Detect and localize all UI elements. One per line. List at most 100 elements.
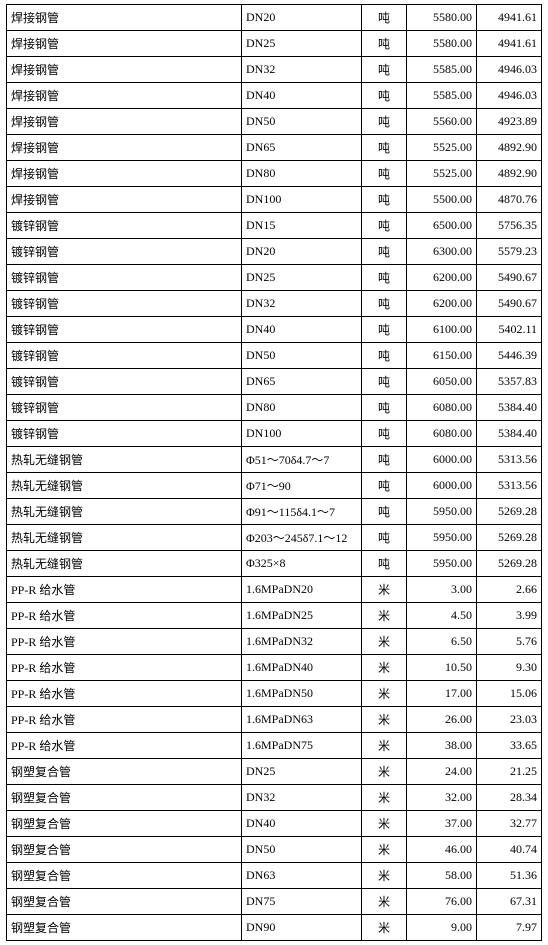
- cell-unit: 吨: [362, 447, 407, 473]
- cell-price1: 5525.00: [407, 135, 477, 161]
- cell-name: PP-R 给水管: [7, 733, 242, 759]
- table-row: 钢塑复合管DN50米46.0040.74: [7, 837, 542, 863]
- cell-name: PP-R 给水管: [7, 629, 242, 655]
- cell-price2: 40.74: [477, 837, 542, 863]
- cell-spec: DN100: [242, 421, 362, 447]
- cell-unit: 米: [362, 603, 407, 629]
- cell-spec: DN50: [242, 109, 362, 135]
- cell-price1: 38.00: [407, 733, 477, 759]
- cell-price1: 46.00: [407, 837, 477, 863]
- cell-price2: 21.25: [477, 759, 542, 785]
- cell-price1: 6100.00: [407, 317, 477, 343]
- cell-unit: 米: [362, 655, 407, 681]
- cell-spec: DN40: [242, 317, 362, 343]
- cell-spec: DN20: [242, 239, 362, 265]
- cell-unit: 米: [362, 733, 407, 759]
- cell-spec: 1.6MPaDN50: [242, 681, 362, 707]
- cell-spec: DN100: [242, 187, 362, 213]
- cell-price2: 5.76: [477, 629, 542, 655]
- cell-price1: 6080.00: [407, 421, 477, 447]
- cell-unit: 吨: [362, 395, 407, 421]
- cell-price1: 26.00: [407, 707, 477, 733]
- table-row: 钢塑复合管DN75米76.0067.31: [7, 889, 542, 915]
- cell-spec: 1.6MPaDN20: [242, 577, 362, 603]
- cell-name: 镀锌钢管: [7, 265, 242, 291]
- cell-price2: 51.36: [477, 863, 542, 889]
- cell-name: 镀锌钢管: [7, 213, 242, 239]
- cell-price1: 5585.00: [407, 83, 477, 109]
- price-table-body: 焊接钢管DN20吨5580.004941.61焊接钢管DN25吨5580.004…: [7, 5, 542, 941]
- cell-unit: 吨: [362, 5, 407, 31]
- table-row: PP-R 给水管1.6MPaDN75米38.0033.65: [7, 733, 542, 759]
- cell-name: 热轧无缝钢管: [7, 473, 242, 499]
- cell-price2: 5269.28: [477, 499, 542, 525]
- cell-unit: 米: [362, 785, 407, 811]
- cell-unit: 吨: [362, 83, 407, 109]
- price-table: 焊接钢管DN20吨5580.004941.61焊接钢管DN25吨5580.004…: [6, 4, 542, 941]
- cell-price1: 5950.00: [407, 525, 477, 551]
- cell-name: 焊接钢管: [7, 161, 242, 187]
- cell-price2: 5579.23: [477, 239, 542, 265]
- table-row: 热轧无缝钢管Φ51～70δ4.7～7吨6000.005313.56: [7, 447, 542, 473]
- cell-spec: DN50: [242, 837, 362, 863]
- cell-name: 热轧无缝钢管: [7, 447, 242, 473]
- cell-name: 焊接钢管: [7, 31, 242, 57]
- cell-spec: DN75: [242, 889, 362, 915]
- cell-price2: 2.66: [477, 577, 542, 603]
- cell-price1: 4.50: [407, 603, 477, 629]
- cell-name: 焊接钢管: [7, 5, 242, 31]
- table-row: 镀锌钢管DN32吨6200.005490.67: [7, 291, 542, 317]
- table-row: 钢塑复合管DN63米58.0051.36: [7, 863, 542, 889]
- cell-price2: 5446.39: [477, 343, 542, 369]
- cell-price1: 5950.00: [407, 551, 477, 577]
- cell-price2: 9.30: [477, 655, 542, 681]
- cell-spec: Φ51～70δ4.7～7: [242, 447, 362, 473]
- cell-price1: 10.50: [407, 655, 477, 681]
- cell-spec: DN32: [242, 785, 362, 811]
- table-row: 钢塑复合管DN32米32.0028.34: [7, 785, 542, 811]
- cell-unit: 吨: [362, 161, 407, 187]
- cell-price1: 6200.00: [407, 265, 477, 291]
- cell-name: PP-R 给水管: [7, 577, 242, 603]
- cell-spec: DN40: [242, 83, 362, 109]
- cell-unit: 吨: [362, 265, 407, 291]
- table-row: 镀锌钢管DN25吨6200.005490.67: [7, 265, 542, 291]
- cell-name: 焊接钢管: [7, 135, 242, 161]
- cell-name: PP-R 给水管: [7, 655, 242, 681]
- cell-spec: DN20: [242, 5, 362, 31]
- cell-unit: 吨: [362, 135, 407, 161]
- cell-spec: DN90: [242, 915, 362, 941]
- cell-price1: 9.00: [407, 915, 477, 941]
- cell-unit: 吨: [362, 187, 407, 213]
- cell-price1: 32.00: [407, 785, 477, 811]
- table-row: 焊接钢管DN20吨5580.004941.61: [7, 5, 542, 31]
- cell-unit: 米: [362, 629, 407, 655]
- cell-unit: 吨: [362, 31, 407, 57]
- cell-price2: 67.31: [477, 889, 542, 915]
- cell-unit: 米: [362, 915, 407, 941]
- cell-price1: 5580.00: [407, 5, 477, 31]
- cell-price2: 5490.67: [477, 265, 542, 291]
- cell-price2: 5269.28: [477, 525, 542, 551]
- cell-name: 焊接钢管: [7, 187, 242, 213]
- cell-unit: 米: [362, 811, 407, 837]
- cell-unit: 吨: [362, 239, 407, 265]
- cell-unit: 米: [362, 889, 407, 915]
- table-row: PP-R 给水管1.6MPaDN50米17.0015.06: [7, 681, 542, 707]
- cell-unit: 吨: [362, 57, 407, 83]
- cell-price1: 6500.00: [407, 213, 477, 239]
- cell-price2: 4941.61: [477, 31, 542, 57]
- cell-unit: 吨: [362, 213, 407, 239]
- price-table-container: 焊接钢管DN20吨5580.004941.61焊接钢管DN25吨5580.004…: [0, 0, 548, 945]
- table-row: 焊接钢管DN32吨5585.004946.03: [7, 57, 542, 83]
- cell-spec: DN63: [242, 863, 362, 889]
- table-row: 焊接钢管DN65吨5525.004892.90: [7, 135, 542, 161]
- cell-price1: 6200.00: [407, 291, 477, 317]
- table-row: 焊接钢管DN50吨5560.004923.89: [7, 109, 542, 135]
- cell-unit: 米: [362, 759, 407, 785]
- cell-price2: 5402.11: [477, 317, 542, 343]
- cell-price1: 6080.00: [407, 395, 477, 421]
- cell-name: 镀锌钢管: [7, 317, 242, 343]
- cell-price1: 58.00: [407, 863, 477, 889]
- cell-price2: 32.77: [477, 811, 542, 837]
